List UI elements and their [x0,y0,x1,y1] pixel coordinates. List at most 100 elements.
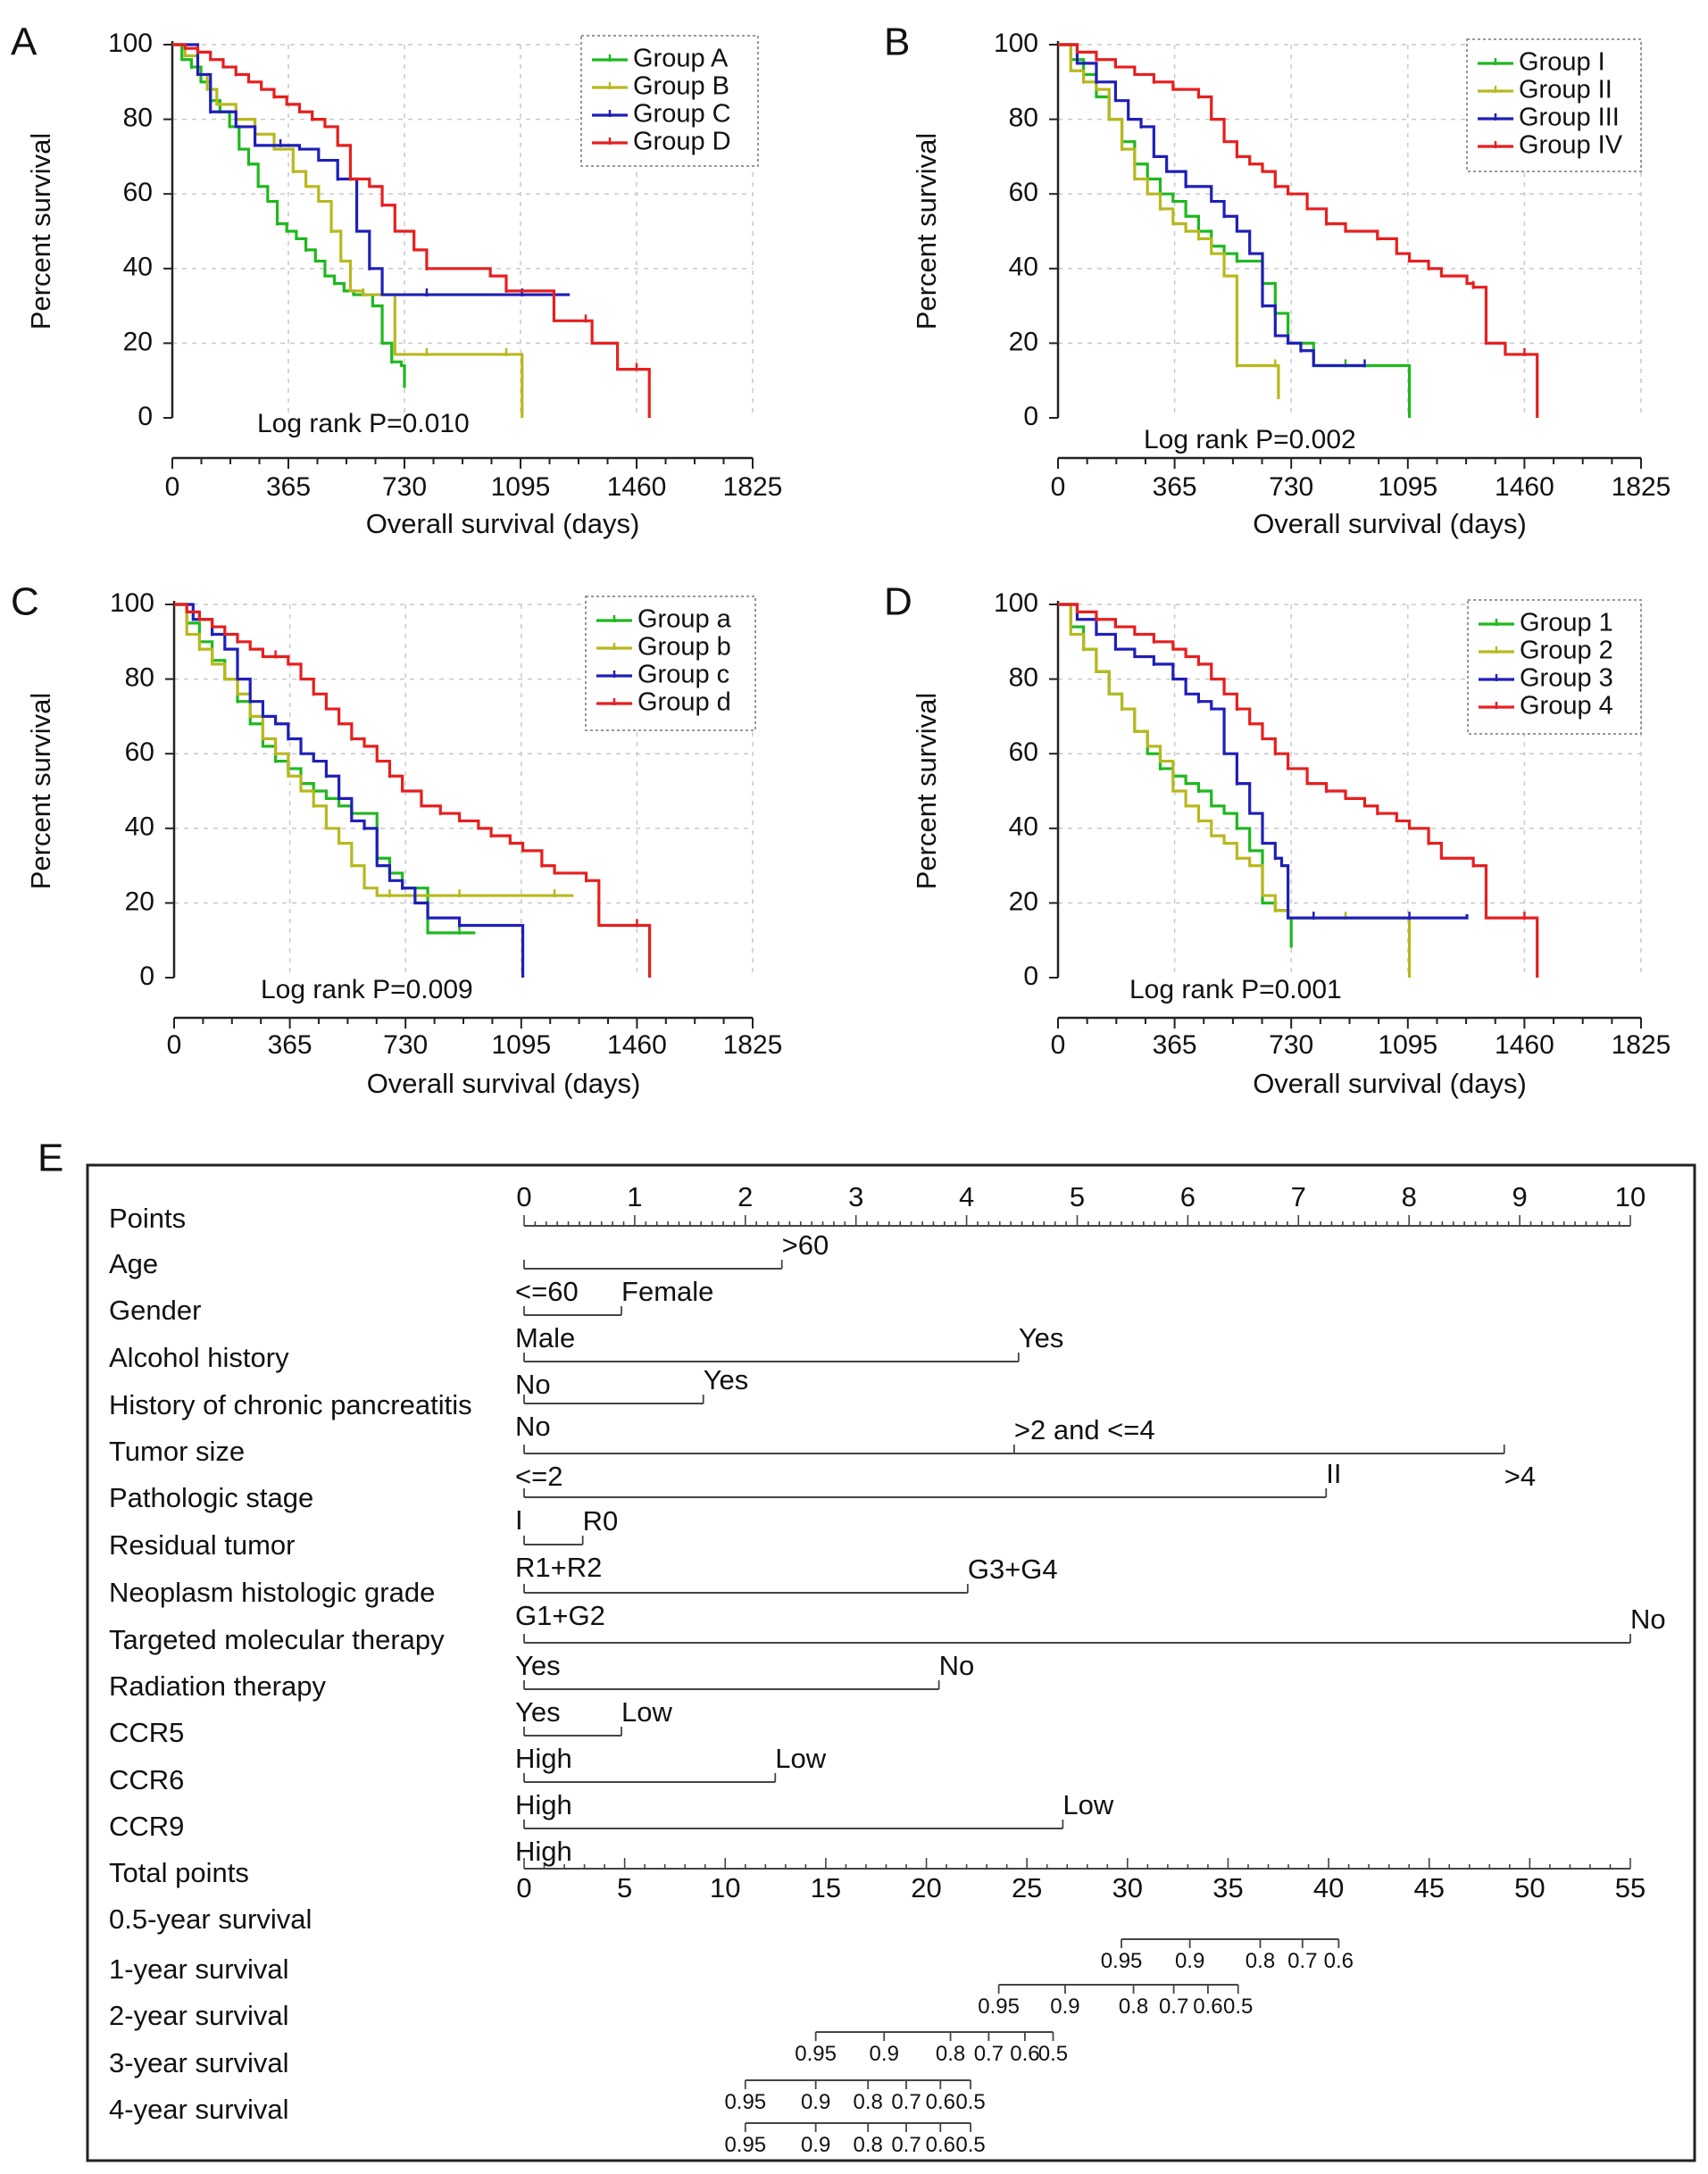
y-tick-label: 40 [1009,812,1038,842]
survival-curve-group-3 [1058,603,1469,920]
y-tick-label: 20 [1009,327,1038,356]
nomogram-row-label: 2-year survival [109,2000,289,2031]
x-tick-label: 1460 [607,1030,667,1060]
survival-curve-group-b [172,43,524,418]
survival-tick-label: 0.7 [891,2090,921,2114]
survival-tick-label: 0.5 [1038,2042,1068,2066]
survival-tick-label: 0.8 [1246,1949,1275,1973]
variable-level-label: Yes [1019,1322,1064,1354]
survival-curve-group-a [172,43,406,388]
legend-label: Group I [1519,48,1605,77]
variable-level-label: Male [515,1322,575,1354]
survival-tick-label: 0.5 [955,2133,985,2157]
nomogram-row-label: 1-year survival [109,1953,289,1985]
survival-tick-label: 0.7 [974,2042,1004,2066]
nomogram-row-label: Alcohol history [109,1342,289,1373]
logrank-label: Log rank P=0.001 [1129,975,1342,1004]
x-axis-title: Overall survival (days) [1253,1068,1527,1099]
y-tick-label: 40 [125,812,154,842]
variable-level-label: No [515,1411,551,1442]
x-tick-label: 1825 [723,472,783,502]
legend-label: Group 1 [1520,609,1613,637]
survival-curve-group-ii [1058,43,1280,400]
x-tick-label: 730 [1269,472,1313,502]
survival-tick-label: 0.8 [936,2042,965,2066]
variable-level-label: Female [621,1276,713,1307]
variable-level-label: II [1326,1458,1341,1489]
legend-label: Group a [637,605,732,634]
total-points-tick-label: 45 [1413,1872,1444,1903]
y-tick-label: 100 [108,29,153,58]
panel-letter: D [884,580,912,624]
nomogram-row-label: Residual tumor [109,1529,295,1561]
x-tick-label: 0 [1051,1030,1066,1060]
points-tick-label: 4 [959,1181,974,1212]
survival-tick-label: 0.6 [1324,1949,1354,1973]
survival-curve-group-4 [1058,603,1539,978]
y-tick-label: 80 [123,104,153,133]
legend-label: Group 4 [1520,692,1613,721]
points-tick-label: 8 [1402,1181,1417,1212]
km-panel-d: D 0 365 730 1095 1460 1825 0 20 40 60 80 100 Overall … [884,580,1671,1099]
x-tick-label: 1460 [1495,1030,1554,1060]
variable-level-label: Low [621,1696,672,1728]
legend-label: Group III [1519,104,1620,132]
survival-tick-label: 0.95 [724,2133,766,2157]
points-tick-label: 7 [1291,1181,1306,1212]
survival-tick-label: 0.8 [854,2090,883,2114]
variable-level-label: I [515,1504,523,1536]
survival-tick-label: 0.7 [1287,1949,1317,1973]
legend-label: Group c [637,661,729,689]
y-axis-title: Percent survival [911,133,942,330]
variable-level-label: Yes [704,1364,749,1395]
y-tick-label: 20 [125,887,154,916]
total-points-tick-label: 55 [1615,1872,1646,1903]
x-axis-title: Overall survival (days) [1253,508,1527,539]
y-axis-title: Percent survival [25,133,56,330]
survival-tick-label: 0.6 [1010,2042,1039,2066]
nomogram-row-label: Total points [109,1857,249,1888]
x-tick-label: 0 [165,472,180,502]
y-tick-label: 20 [1009,887,1038,916]
x-tick-label: 365 [1153,472,1197,502]
nomogram-row-label: Gender [109,1295,201,1326]
survival-curve-group-b [174,603,574,897]
survival-tick-label: 0.9 [801,2090,830,2114]
variable-level-label: Yes [515,1650,561,1681]
survival-tick-label: 0.95 [1101,1949,1143,1973]
y-tick-label: 100 [110,588,154,618]
legend-label: Group B [633,72,729,101]
y-tick-label: 40 [1009,253,1038,282]
y-tick-label: 60 [125,737,154,767]
points-tick-label: 9 [1512,1181,1527,1212]
x-tick-label: 1460 [607,472,667,502]
variable-level-label: >4 [1504,1461,1536,1492]
survival-curve-group-d [174,603,652,978]
panel-letter: B [884,21,910,64]
y-tick-label: 20 [123,327,153,356]
x-tick-label: 0 [1051,472,1066,502]
total-points-tick-label: 10 [710,1872,740,1903]
x-tick-label: 730 [383,1030,428,1060]
y-tick-label: 60 [1009,178,1038,207]
legend-label: Group d [637,688,731,717]
points-tick-label: 5 [1070,1181,1085,1212]
nomogram-row-label: Targeted molecular therapy [109,1624,445,1655]
legend-label: Group b [637,633,731,662]
nomogram-row-label: CCR5 [109,1717,184,1748]
total-points-tick-label: 30 [1112,1872,1143,1903]
survival-tick-label: 0.5 [1223,1995,1253,2019]
variable-level-label: <=2 [515,1461,562,1492]
y-tick-label: 80 [1009,663,1038,693]
y-tick-label: 0 [1023,402,1038,431]
survival-tick-label: 0.95 [795,2042,837,2066]
variable-level-label: No [515,1369,551,1400]
panel-letter: C [11,580,39,624]
y-tick-label: 0 [139,962,154,991]
survival-curve-group-d [172,43,651,418]
variable-level-label: No [939,1650,975,1681]
legend-label: Group C [633,100,731,129]
x-axis-title: Overall survival (days) [367,1068,641,1099]
x-tick-label: 1095 [1378,472,1437,502]
